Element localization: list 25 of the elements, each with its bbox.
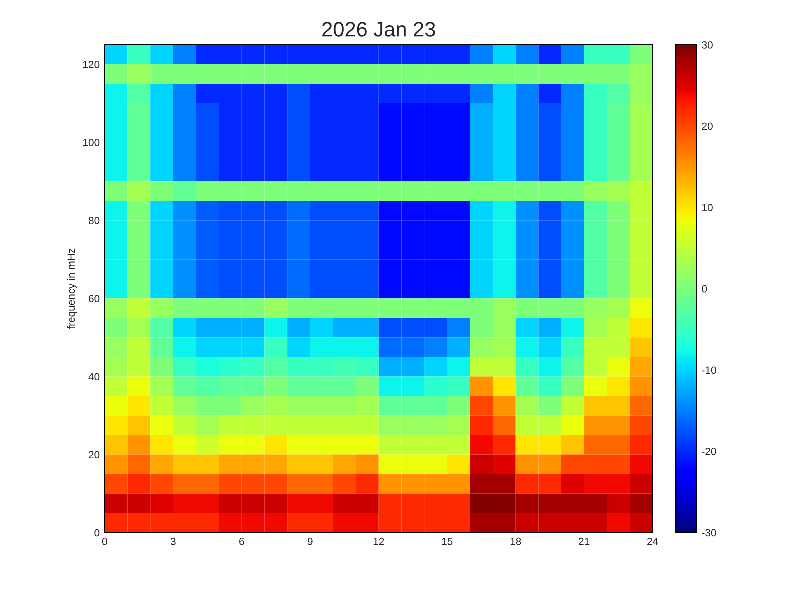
y-tick-label: 80: [88, 217, 100, 224]
x-tick-label: 0: [102, 538, 108, 546]
y-tick-label: 40: [88, 373, 100, 381]
x-tick-label: 6: [240, 538, 244, 546]
y-tick-label: 120: [83, 61, 100, 68]
color-bar-label: -20: [702, 448, 716, 456]
chart-title: 2026 Jan 23: [322, 22, 436, 37]
x-tick-label: 9: [308, 538, 313, 546]
color-bar-label: 0: [702, 285, 708, 293]
y-tick-label: 60: [89, 295, 100, 303]
y-tick-label: 20: [89, 451, 100, 459]
x-tick-label: 18: [510, 538, 522, 546]
x-tick-label: 15: [442, 538, 453, 546]
color-bar-label: 20: [702, 122, 713, 130]
color-bar-label: 10: [702, 204, 713, 212]
x-tick-label: 3: [170, 538, 176, 546]
x-tick-label: 12: [374, 538, 384, 546]
color-bar-label: 30: [702, 42, 713, 49]
color-bar-label: -10: [702, 366, 716, 374]
x-tick-label: 21: [579, 538, 590, 546]
y-axis-title: frequency in mHz: [67, 248, 78, 330]
x-tick-label: 24: [648, 538, 658, 546]
y-tick-label: 100: [83, 139, 100, 146]
y-tick-label: 0: [94, 529, 100, 537]
color-bar-label: -30: [702, 529, 716, 537]
